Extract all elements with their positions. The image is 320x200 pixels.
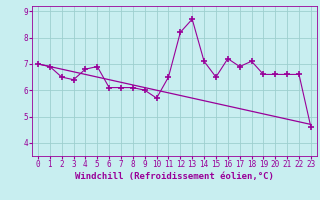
X-axis label: Windchill (Refroidissement éolien,°C): Windchill (Refroidissement éolien,°C) (75, 172, 274, 181)
